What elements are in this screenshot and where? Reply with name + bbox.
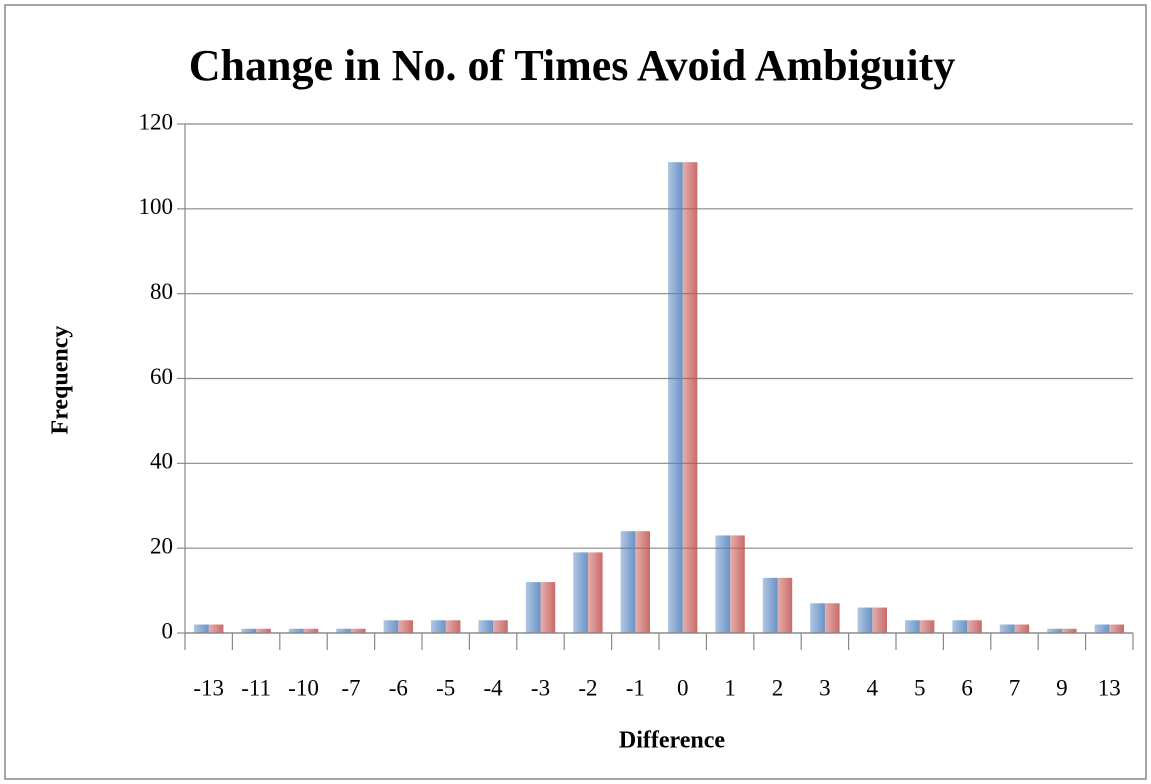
x-tick-label: 2 xyxy=(772,675,784,700)
bar xyxy=(635,531,650,633)
y-tick-label: 120 xyxy=(139,109,174,134)
bar xyxy=(350,628,366,633)
chart-title: Change in No. of Times Avoid Ambiguity xyxy=(189,41,955,90)
bar xyxy=(810,603,825,633)
x-tick-label: 4 xyxy=(867,675,879,700)
bar xyxy=(1109,624,1124,633)
bar xyxy=(573,552,588,633)
bar xyxy=(952,620,968,633)
bar xyxy=(288,628,304,633)
bar xyxy=(208,624,224,633)
bar xyxy=(398,620,413,633)
x-tick-label: -6 xyxy=(389,675,408,700)
bar xyxy=(383,620,399,633)
bar xyxy=(730,535,745,633)
x-tick-label: 0 xyxy=(677,675,689,700)
x-tick-label: -7 xyxy=(341,675,360,700)
bar xyxy=(194,624,209,633)
bar xyxy=(824,603,840,633)
bar xyxy=(445,620,461,633)
y-tick-label: 100 xyxy=(139,194,174,219)
x-tick-label: 13 xyxy=(1098,675,1121,700)
bar xyxy=(587,552,603,633)
bar xyxy=(303,628,319,633)
bar xyxy=(256,628,271,633)
x-tick-label: 9 xyxy=(1056,675,1068,700)
bar xyxy=(919,620,935,633)
bar xyxy=(715,535,731,633)
bar xyxy=(478,620,494,633)
bar xyxy=(525,582,541,633)
bar xyxy=(431,620,446,633)
bar xyxy=(682,162,698,634)
y-tick-label: 0 xyxy=(162,618,174,643)
x-tick-label: -2 xyxy=(578,675,597,700)
x-tick-label: 3 xyxy=(819,675,831,700)
x-tick-label: -1 xyxy=(626,675,645,700)
bar xyxy=(336,628,351,633)
x-tick-label: -10 xyxy=(288,675,319,700)
bar xyxy=(967,620,982,633)
bar xyxy=(241,628,257,633)
bar xyxy=(905,620,920,633)
x-tick-label: 6 xyxy=(961,675,973,700)
x-tick-label: -5 xyxy=(436,675,455,700)
bar xyxy=(999,624,1015,633)
y-axis-title: Frequency xyxy=(48,326,74,435)
x-tick-label: -11 xyxy=(241,675,271,700)
chart-border xyxy=(4,4,1147,780)
bar xyxy=(857,607,873,633)
bar xyxy=(1014,624,1030,633)
x-tick-label: 1 xyxy=(724,675,736,700)
bar xyxy=(1061,628,1077,633)
x-tick-label: -3 xyxy=(531,675,550,700)
x-tick-label: -13 xyxy=(193,675,224,700)
bar xyxy=(540,582,556,633)
bar xyxy=(493,620,508,633)
bar xyxy=(777,577,793,633)
bar xyxy=(1094,624,1110,633)
x-tick-label: 5 xyxy=(914,675,926,700)
bar xyxy=(620,531,636,633)
bar xyxy=(872,607,887,633)
bar xyxy=(1047,628,1062,633)
y-tick-label: 80 xyxy=(150,279,173,304)
y-tick-label: 20 xyxy=(150,533,173,558)
x-tick-label: 7 xyxy=(1009,675,1021,700)
bar xyxy=(762,577,778,633)
bar xyxy=(668,162,683,634)
x-tick-label: -4 xyxy=(484,675,504,700)
x-axis-title: Difference xyxy=(619,728,726,754)
y-tick-label: 60 xyxy=(150,364,173,389)
y-tick-label: 40 xyxy=(150,449,173,474)
